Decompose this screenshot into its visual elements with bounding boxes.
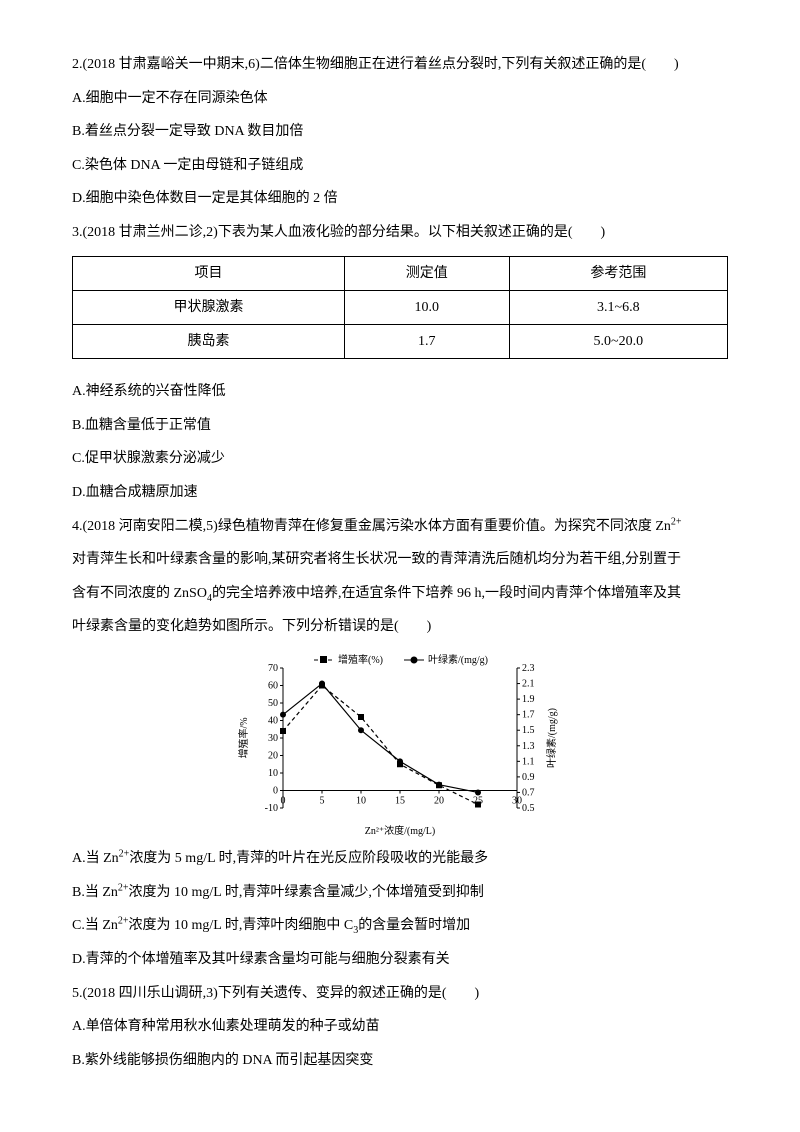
q4-stem-line3: 含有不同浓度的 ZnSO4的完全培养液中培养,在适宜条件下培养 96 h,一段时…: [72, 577, 728, 611]
svg-text:2.3: 2.3: [522, 663, 535, 674]
svg-text:1.3: 1.3: [522, 741, 535, 752]
svg-text:70: 70: [268, 663, 278, 674]
q5-stem: 5.(2018 四川乐山调研,3)下列有关遗传、变异的叙述正确的是( ): [72, 977, 728, 1011]
table-row: 甲状腺激素 10.0 3.1~6.8: [73, 290, 728, 324]
svg-text:2.1: 2.1: [522, 679, 535, 690]
svg-text:1.5: 1.5: [522, 725, 535, 736]
svg-text:0.9: 0.9: [522, 772, 535, 783]
th-range: 参考范围: [509, 256, 727, 290]
q4-stem-line1: 4.(2018 河南安阳二模,5)绿色植物青萍在修复重金属污染水体方面有重要价值…: [72, 510, 728, 544]
q3-stem: 3.(2018 甘肃兰州二诊,2)下表为某人血液化验的部分结果。以下相关叙述正确…: [72, 216, 728, 250]
q4-b-pre: B.当 Zn: [72, 885, 118, 900]
svg-text:1.7: 1.7: [522, 710, 535, 721]
svg-text:5: 5: [320, 796, 325, 807]
svg-text:-10: -10: [265, 803, 278, 814]
svg-text:30: 30: [512, 796, 522, 807]
q3-option-b: B.血糖含量低于正常值: [72, 409, 728, 443]
svg-text:叶绿素/(mg/g): 叶绿素/(mg/g): [428, 653, 488, 666]
svg-text:0.7: 0.7: [522, 788, 535, 799]
svg-text:50: 50: [268, 698, 278, 709]
q4-c-post: 浓度为 10 mg/L 时,青萍叶肉细胞中 C: [129, 918, 354, 933]
table-row: 胰岛素 1.7 5.0~20.0: [73, 324, 728, 358]
svg-text:0: 0: [281, 796, 286, 807]
q4-option-a: A.当 Zn2+浓度为 5 mg/L 时,青萍的叶片在光反应阶段吸收的光能最多: [72, 842, 728, 876]
svg-text:15: 15: [395, 796, 405, 807]
svg-text:叶绿素/(mg/g): 叶绿素/(mg/g): [545, 708, 558, 768]
q4-c-pre: C.当 Zn: [72, 918, 118, 933]
cell: 3.1~6.8: [509, 290, 727, 324]
svg-text:增殖率/%: 增殖率/%: [237, 718, 250, 759]
q4-option-c: C.当 Zn2+浓度为 10 mg/L 时,青萍叶肉细胞中 C3的含量会暂时增加: [72, 909, 728, 943]
sup-2plus: 2+: [119, 848, 130, 859]
q4-option-b: B.当 Zn2+浓度为 10 mg/L 时,青萍叶绿素含量减少,个体增殖受到抑制: [72, 876, 728, 910]
cell: 10.0: [344, 290, 509, 324]
q2-option-a: A.细胞中一定不存在同源染色体: [72, 82, 728, 116]
q2-option-b: B.着丝点分裂一定导致 DNA 数目加倍: [72, 115, 728, 149]
q3-option-d: D.血糖合成糖原加速: [72, 476, 728, 510]
th-item: 项目: [73, 256, 345, 290]
cell: 甲状腺激素: [73, 290, 345, 324]
q2-stem: 2.(2018 甘肃嘉峪关一中期末,6)二倍体生物细胞正在进行着丝点分裂时,下列…: [72, 48, 728, 82]
q4-stem3b: 的完全培养液中培养,在适宜条件下培养 96 h,一段时间内青萍个体增殖率及其: [212, 586, 681, 601]
svg-text:Zn²⁺浓度/(mg/L): Zn²⁺浓度/(mg/L): [365, 824, 436, 837]
svg-text:增殖率(%): 增殖率(%): [338, 653, 383, 666]
sup-2plus: 2+: [118, 882, 129, 893]
q2-option-c: C.染色体 DNA 一定由母链和子链组成: [72, 149, 728, 183]
sup-2plus: 2+: [118, 916, 129, 927]
q3-table: 项目 测定值 参考范围 甲状腺激素 10.0 3.1~6.8 胰岛素 1.7 5…: [72, 256, 728, 360]
q4-stem-line2: 对青萍生长和叶绿素含量的影响,某研究者将生长状况一致的青萍清洗后随机均分为若干组…: [72, 543, 728, 577]
th-value: 测定值: [344, 256, 509, 290]
svg-text:10: 10: [268, 768, 278, 779]
cell: 5.0~20.0: [509, 324, 727, 358]
q4-a-post: 浓度为 5 mg/L 时,青萍的叶片在光反应阶段吸收的光能最多: [129, 851, 488, 866]
q4-stem1: 4.(2018 河南安阳二模,5)绿色植物青萍在修复重金属污染水体方面有重要价值…: [72, 519, 671, 534]
q3-option-a: A.神经系统的兴奋性降低: [72, 375, 728, 409]
q4-b-post: 浓度为 10 mg/L 时,青萍叶绿素含量减少,个体增殖受到抑制: [129, 885, 484, 900]
q4-option-d: D.青萍的个体增殖率及其叶绿素含量均可能与细胞分裂素有关: [72, 943, 728, 977]
q4-c-post2: 的含量会暂时增加: [358, 918, 470, 933]
q4-stem-line4: 叶绿素含量的变化趋势如图所示。下列分析错误的是( ): [72, 610, 728, 644]
q2-option-d: D.细胞中染色体数目一定是其体细胞的 2 倍: [72, 182, 728, 216]
svg-text:1.9: 1.9: [522, 694, 535, 705]
svg-text:30: 30: [268, 733, 278, 744]
svg-text:0: 0: [273, 786, 278, 797]
svg-text:20: 20: [268, 751, 278, 762]
svg-text:40: 40: [268, 716, 278, 727]
q4-chart-wrap: -100102030405060700.50.70.91.11.31.51.71…: [72, 648, 728, 838]
cell: 1.7: [344, 324, 509, 358]
svg-text:10: 10: [356, 796, 366, 807]
q5-option-b: B.紫外线能够损伤细胞内的 DNA 而引起基因突变: [72, 1044, 728, 1078]
table-header-row: 项目 测定值 参考范围: [73, 256, 728, 290]
sup-2plus: 2+: [671, 516, 682, 527]
svg-text:1.1: 1.1: [522, 756, 535, 767]
svg-text:0.5: 0.5: [522, 803, 535, 814]
cell: 胰岛素: [73, 324, 345, 358]
q4-a-pre: A.当 Zn: [72, 851, 119, 866]
svg-text:60: 60: [268, 681, 278, 692]
q3-option-c: C.促甲状腺激素分泌减少: [72, 442, 728, 476]
q4-chart: -100102030405060700.50.70.91.11.31.51.71…: [235, 648, 565, 838]
svg-text:20: 20: [434, 796, 444, 807]
q5-option-a: A.单倍体育种常用秋水仙素处理萌发的种子或幼苗: [72, 1010, 728, 1044]
q4-stem3: 含有不同浓度的 ZnSO: [72, 586, 207, 601]
